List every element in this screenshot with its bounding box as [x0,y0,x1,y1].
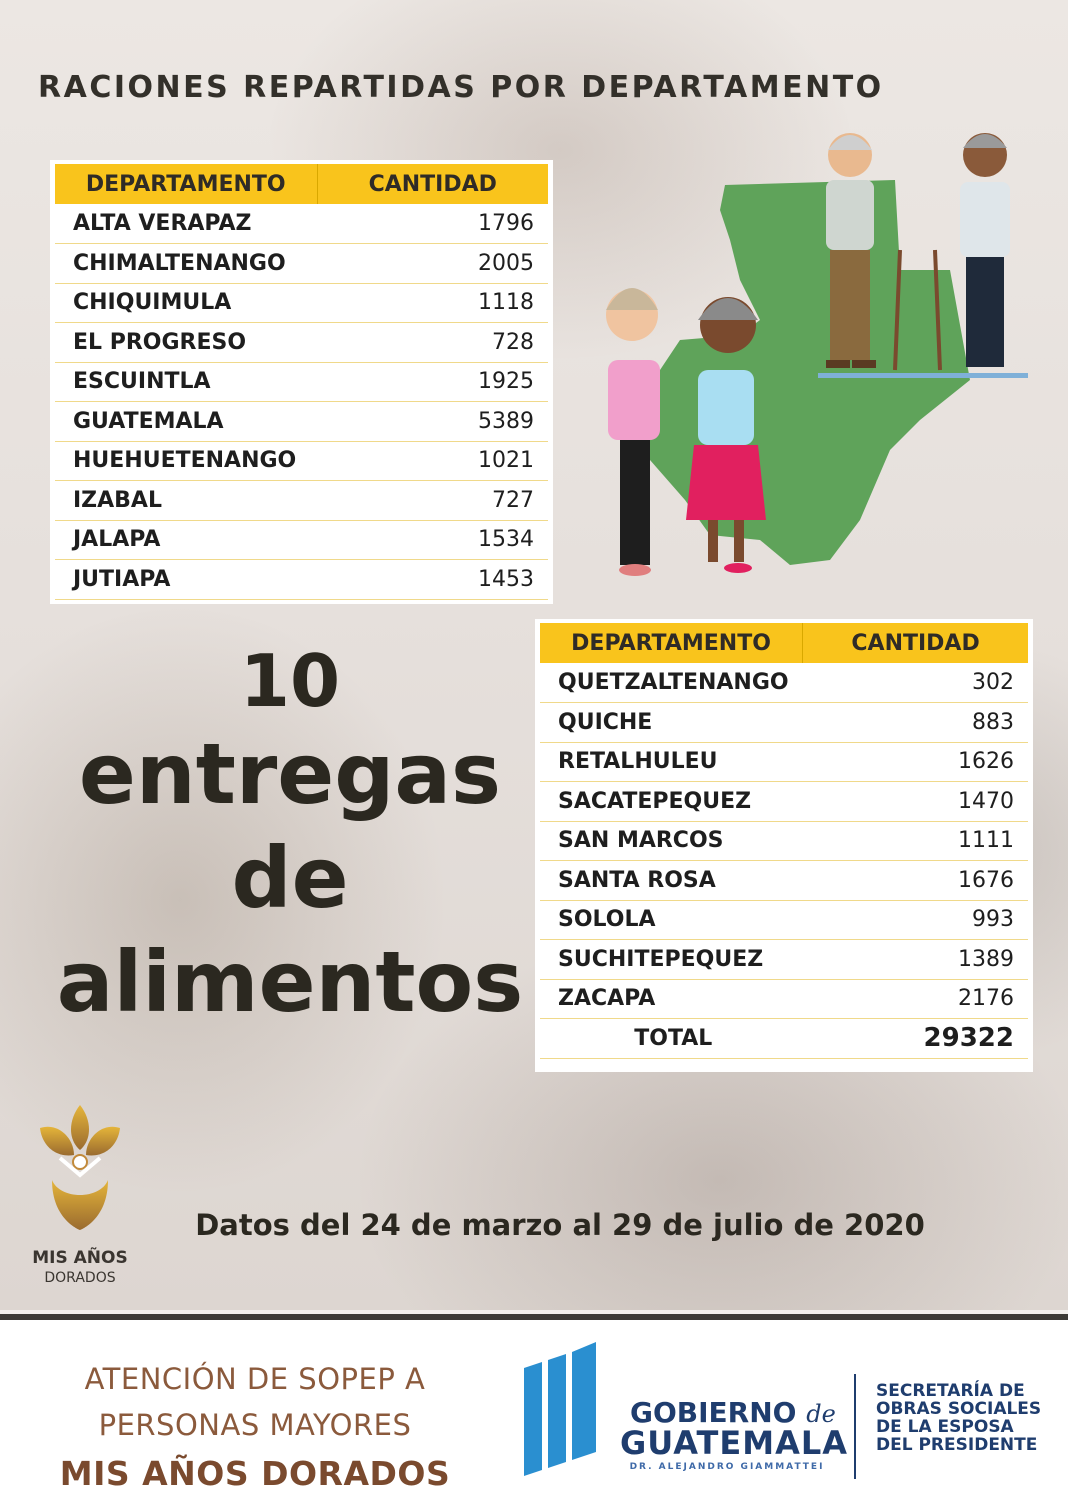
table-row: ZACAPA 2176 [540,979,1028,1019]
departments-table-2: DEPARTAMENTO CANTIDAD QUETZALTENANGO 302 … [540,623,1028,1059]
dept-name: HUEHUETENANGO [55,441,317,481]
dept-qty: 1453 [317,559,548,600]
dept-name: QUICHE [540,702,803,743]
dept-qty: 1534 [317,520,548,560]
table-row: SANTA ROSA 1676 [540,860,1028,901]
sec-line: DE LA ESPOSA [876,1417,1014,1437]
dept-name: SANTA ROSA [540,860,803,901]
elderly-woman-2 [686,297,766,573]
header-departamento: DEPARTAMENTO [540,623,804,663]
dept-qty: 1796 [317,204,548,244]
tree-person-icon [40,1105,120,1230]
government-logo: GOBIERNO de GUATEMALA DR. ALEJANDRO GIAM… [520,1340,1060,1490]
mis-anos-dorados-logo: MIS AÑOS DORADOS [30,1100,130,1290]
dept-qty: 728 [317,322,548,363]
sec-line: OBRAS SOCIALES [876,1399,1042,1419]
dept-qty: 1389 [802,939,1028,980]
gob-line2: GUATEMALA [620,1424,848,1462]
gob-line3: DR. ALEJANDRO GIAMMATTEI [629,1462,825,1472]
dept-qty: 883 [802,702,1028,743]
headline-number: 10 [239,639,341,723]
table-row: CHIQUIMULA 1118 [55,283,548,323]
program-title: ATENCIÓN DE SOPEP A PERSONAS MAYORES MIS… [30,1356,480,1500]
headline: 10 entregas de alimentos [40,640,540,1034]
table-row: ESCUINTLA 1925 [55,362,548,402]
dept-name: CHIMALTENANGO [55,243,317,284]
table-row: RETALHULEU 1626 [540,742,1028,782]
elderly-man-1 [826,133,902,371]
dept-name: SOLOLA [540,900,803,940]
dept-qty: 1925 [317,362,548,402]
table-row: CHIMALTENANGO 2005 [55,243,548,284]
header-cantidad: CANTIDAD [802,623,1028,663]
header-cantidad: CANTIDAD [317,164,548,204]
table-row: SACATEPEQUEZ 1470 [540,781,1028,822]
dept-name: EL PROGRESO [55,322,317,363]
total-row: TOTAL 29322 [540,1018,1028,1059]
dept-qty: 1021 [317,441,548,481]
sec-line: SECRETARÍA DE [876,1381,1025,1401]
page-title: RACIONES REPARTIDAS POR DEPARTAMENTO [38,70,884,105]
government-stripes-icon [524,1342,596,1476]
dept-qty: 2005 [317,243,548,284]
dept-name: GUATEMALA [55,401,317,442]
sec-line: DEL PRESIDENTE [876,1435,1038,1455]
dept-qty: 727 [317,480,548,521]
dept-name: IZABAL [55,480,317,521]
dept-qty: 993 [802,900,1028,940]
divider [854,1374,856,1479]
dept-name: QUETZALTENANGO [540,663,803,703]
dept-name: CHIQUIMULA [55,283,317,323]
headline-line3: de [231,829,349,927]
table-row: SAN MARCOS 1111 [540,821,1028,861]
dept-name: SUCHITEPEQUEZ [540,939,803,980]
dept-qty: 2176 [802,979,1028,1019]
table-row: ALTA VERAPAZ 1796 [55,204,548,244]
elderly-man-2 [818,133,1028,378]
dept-qty: 1118 [317,283,548,323]
table-row: SOLOLA 993 [540,900,1028,940]
gob-line1: GOBIERNO de [630,1396,836,1429]
dept-qty: 302 [802,663,1028,703]
dept-qty: 5389 [317,401,548,442]
program-line3: MIS AÑOS DORADOS [59,1454,451,1493]
dept-qty: 1676 [802,860,1028,901]
headline-line2: entregas [78,725,502,823]
table-row: HUEHUETENANGO 1021 [55,441,548,481]
total-label: TOTAL [540,1018,803,1059]
program-line2: PERSONAS MAYORES [98,1408,412,1442]
logo-line2: DORADOS [44,1270,116,1286]
table-row: EL PROGRESO 728 [55,322,548,363]
dept-name: ALTA VERAPAZ [55,204,317,244]
header-departamento: DEPARTAMENTO [55,164,318,204]
table-row: GUATEMALA 5389 [55,401,548,442]
table-row: JALAPA 1534 [55,520,548,560]
dept-name: JALAPA [55,520,317,560]
table-row: QUICHE 883 [540,702,1028,743]
dept-qty: 1626 [802,742,1028,782]
dept-name: SAN MARCOS [540,821,803,861]
dept-qty: 1470 [802,781,1028,822]
table-row: IZABAL 727 [55,480,548,521]
dept-name: JUTIAPA [55,559,317,600]
secretaria-text: SECRETARÍA DE OBRAS SOCIALES DE LA ESPOS… [876,1382,1041,1454]
table-row: JUTIAPA 1453 [55,559,548,600]
date-range: Datos del 24 de marzo al 29 de julio de … [195,1208,925,1242]
program-line1: ATENCIÓN DE SOPEP A [84,1362,426,1396]
footer: ATENCIÓN DE SOPEP A PERSONAS MAYORES MIS… [0,1314,1068,1511]
departments-table-1: DEPARTAMENTO CANTIDAD ALTA VERAPAZ 1796 C… [55,164,548,600]
table-row: QUETZALTENANGO 302 [540,663,1028,703]
dept-name: SACATEPEQUEZ [540,781,803,822]
dept-name: ZACAPA [540,979,803,1019]
elderly-woman-1 [606,288,660,576]
headline-line4: alimentos [56,933,524,1031]
total-value: 29322 [802,1018,1028,1059]
dept-name: RETALHULEU [540,742,803,782]
dept-name: ESCUINTLA [55,362,317,402]
logo-line1: MIS AÑOS [32,1248,128,1268]
guatemala-map [630,180,970,565]
guatemala-map-illustration [606,133,1028,576]
table-row: SUCHITEPEQUEZ 1389 [540,939,1028,980]
dept-qty: 1111 [802,821,1028,861]
